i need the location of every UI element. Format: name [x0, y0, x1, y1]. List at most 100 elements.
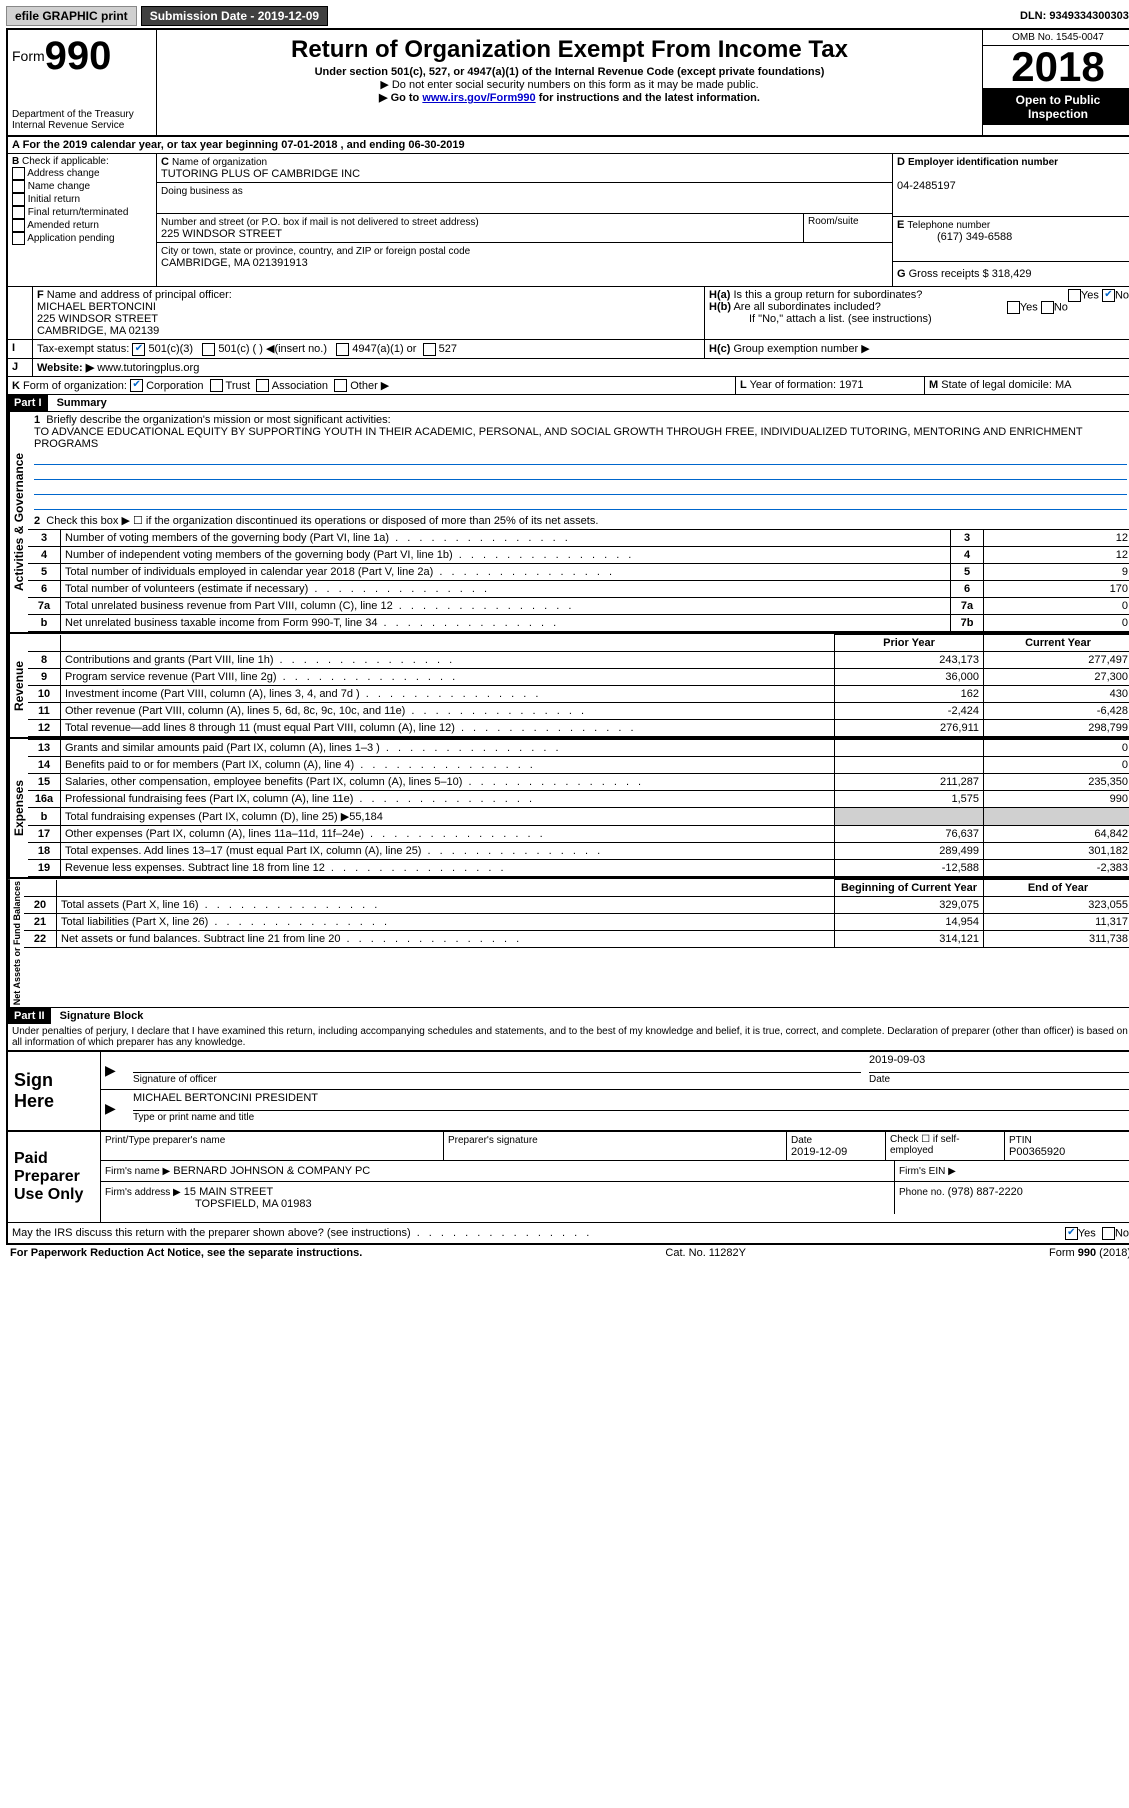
table-row: 19Revenue less expenses. Subtract line 1… — [28, 860, 1129, 877]
table-row: 20Total assets (Part X, line 16)329,0753… — [24, 897, 1129, 914]
ha-label: Is this a group return for subordinates? — [733, 289, 922, 301]
sig-date-label: Date — [869, 1074, 890, 1085]
officer-addr: 225 WINDSOR STREET — [37, 313, 158, 325]
gross-receipts-value: 318,429 — [992, 268, 1032, 280]
prep-name-label: Print/Type preparer's name — [105, 1135, 225, 1146]
prep-sig-label: Preparer's signature — [448, 1135, 538, 1146]
col-begin-year: Beginning of Current Year — [835, 880, 984, 897]
part1-body: Activities & Governance 1 Briefly descri… — [8, 412, 1129, 634]
form-org-row: K Form of organization: Corporation Trus… — [8, 377, 1129, 396]
discuss-row: May the IRS discuss this return with the… — [8, 1222, 1129, 1243]
opt-final-return[interactable]: Final return/terminated — [28, 207, 129, 218]
discuss-question: May the IRS discuss this return with the… — [12, 1227, 411, 1239]
netassets-table: Beginning of Current Year End of Year 20… — [24, 879, 1129, 948]
tax-exempt-row: I Tax-exempt status: 501(c)(3) 501(c) ( … — [8, 340, 1129, 359]
ein-value: 04-2485197 — [897, 180, 956, 192]
opt-corp[interactable]: Corporation — [146, 380, 203, 392]
addr-label: Number and street (or P.O. box if mail i… — [161, 217, 479, 228]
revenue-table: Prior Year Current Year 8Contributions a… — [28, 634, 1129, 737]
paid-preparer-label: Paid Preparer Use Only — [8, 1132, 101, 1222]
opt-501c3[interactable]: 501(c)(3) — [148, 343, 193, 355]
opt-initial-return[interactable]: Initial return — [28, 194, 80, 205]
sign-here-block: Sign Here Signature of officer 2019-09-0… — [8, 1050, 1129, 1130]
opt-other[interactable]: Other ▶ — [350, 380, 389, 392]
phone-value: (617) 349-6588 — [897, 231, 1012, 243]
table-row: 15Salaries, other compensation, employee… — [28, 774, 1129, 791]
opt-assoc[interactable]: Association — [272, 380, 328, 392]
tax-exempt-label: Tax-exempt status: — [37, 343, 129, 355]
website-label: Website: ▶ — [37, 362, 94, 374]
table-row: 4Number of independent voting members of… — [28, 547, 1129, 564]
opt-trust[interactable]: Trust — [226, 380, 251, 392]
hc-label: Group exemption number ▶ — [733, 343, 869, 355]
sign-here-label: Sign Here — [8, 1052, 101, 1130]
table-row: 5Total number of individuals employed in… — [28, 564, 1129, 581]
officer-name: MICHAEL BERTONCINI — [37, 301, 156, 313]
footer-center: Cat. No. 11282Y — [665, 1247, 746, 1259]
firm-phone-label: Phone no. — [899, 1187, 945, 1198]
form-subtitle: Under section 501(c), 527, or 4947(a)(1)… — [161, 66, 978, 78]
room-label: Room/suite — [803, 214, 892, 242]
dept-treasury: Department of the Treasury — [12, 109, 152, 120]
footer-left: For Paperwork Reduction Act Notice, see … — [10, 1247, 362, 1259]
table-row: 12Total revenue—add lines 8 through 11 (… — [28, 720, 1129, 737]
website-value[interactable]: www.tutoringplus.org — [97, 362, 199, 374]
gross-receipts-label: Gross receipts $ — [909, 268, 989, 280]
firm-ein-label: Firm's EIN ▶ — [899, 1166, 956, 1177]
efile-button[interactable]: efile GRAPHIC print — [6, 6, 137, 26]
opt-name-change[interactable]: Name change — [28, 181, 90, 192]
dept-irs: Internal Revenue Service — [12, 120, 152, 131]
org-address: 225 WINDSOR STREET — [161, 228, 282, 240]
hb-note: If "No," attach a list. (see instruction… — [709, 313, 1129, 325]
opt-527[interactable]: 527 — [439, 343, 457, 355]
year-formation-value: 1971 — [839, 379, 863, 391]
opt-app-pending[interactable]: Application pending — [27, 233, 114, 244]
officer-label: Name and address of principal officer: — [47, 289, 232, 301]
city-label: City or town, state or province, country… — [161, 246, 470, 257]
opt-amended-return[interactable]: Amended return — [27, 220, 99, 231]
year-formation-label: Year of formation: — [750, 379, 836, 391]
col-prior-year: Prior Year — [835, 635, 984, 652]
netassets-section: Net Assets or Fund Balances Beginning of… — [8, 879, 1129, 1008]
table-row: 7aTotal unrelated business revenue from … — [28, 598, 1129, 615]
page-footer: For Paperwork Reduction Act Notice, see … — [6, 1245, 1129, 1261]
sig-officer-label: Signature of officer — [133, 1074, 217, 1085]
mission-text: TO ADVANCE EDUCATIONAL EQUITY BY SUPPORT… — [34, 426, 1082, 450]
org-city: CAMBRIDGE, MA 021391913 — [161, 257, 308, 269]
phone-label: Telephone number — [907, 220, 990, 231]
hb-label: Are all subordinates included? — [733, 301, 880, 313]
q1-label: Briefly describe the organization's miss… — [46, 414, 390, 426]
instr-link-row: ▶ Go to www.irs.gov/Form990 for instruct… — [161, 91, 978, 104]
table-row: 22Net assets or fund balances. Subtract … — [24, 931, 1129, 948]
firm-name-label: Firm's name ▶ — [105, 1166, 170, 1177]
dba-label: Doing business as — [161, 186, 243, 197]
submission-date-button[interactable]: Submission Date - 2019-12-09 — [141, 6, 328, 26]
irs-link[interactable]: www.irs.gov/Form990 — [422, 92, 535, 104]
form-header: Form990 Department of the Treasury Inter… — [8, 30, 1129, 137]
self-employed-check[interactable]: Check ☐ if self-employed — [886, 1132, 1005, 1160]
ptin-label: PTIN — [1009, 1135, 1032, 1146]
firm-addr1: 15 MAIN STREET — [184, 1186, 273, 1198]
prep-date-label: Date — [791, 1135, 812, 1146]
governance-table: 3Number of voting members of the governi… — [28, 529, 1129, 632]
opt-4947[interactable]: 4947(a)(1) or — [352, 343, 416, 355]
table-row: 6Total number of volunteers (estimate if… — [28, 581, 1129, 598]
revenue-section: Revenue Prior Year Current Year 8Contrib… — [8, 634, 1129, 739]
opt-address-change[interactable]: Address change — [27, 168, 99, 179]
arrow-icon — [101, 1052, 129, 1089]
form-container: Form990 Department of the Treasury Inter… — [6, 28, 1129, 1245]
table-row: 11Other revenue (Part VIII, column (A), … — [28, 703, 1129, 720]
state-domicile-label: State of legal domicile: — [941, 379, 1052, 391]
table-row: 18Total expenses. Add lines 13–17 (must … — [28, 843, 1129, 860]
table-row: 8Contributions and grants (Part VIII, li… — [28, 652, 1129, 669]
opt-501c[interactable]: 501(c) ( ) ◀(insert no.) — [218, 343, 327, 355]
form-org-label: Form of organization: — [23, 380, 127, 392]
line-16b: Total fundraising expenses (Part IX, col… — [61, 808, 835, 826]
perjury-declaration: Under penalties of perjury, I declare th… — [8, 1024, 1129, 1050]
expenses-section: Expenses 13Grants and similar amounts pa… — [8, 739, 1129, 879]
section-a-tax-year: A For the 2019 calendar year, or tax yea… — [8, 137, 1129, 154]
q2-label: Check this box ▶ ☐ if the organization d… — [46, 515, 598, 527]
org-info-block: B Check if applicable: Address change Na… — [8, 154, 1129, 287]
tax-year: 2018 — [983, 46, 1129, 89]
col-end-year: End of Year — [984, 880, 1129, 897]
